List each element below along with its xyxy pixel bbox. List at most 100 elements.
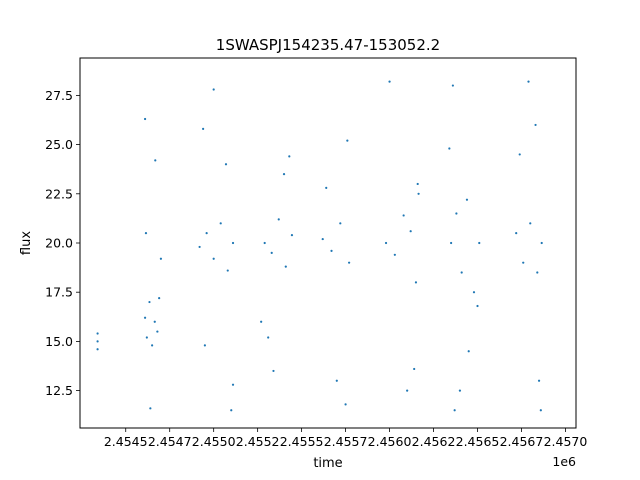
data-point <box>284 265 287 268</box>
data-point <box>226 269 229 272</box>
y-tick-label: 17.5 <box>45 285 73 300</box>
data-point <box>540 241 543 245</box>
data-point <box>346 139 349 142</box>
data-point <box>413 367 416 371</box>
data-point <box>416 182 419 186</box>
chart-title: 1SWASPJ154235.47-153052.2 <box>216 36 440 54</box>
y-tick-label: 12.5 <box>45 383 73 398</box>
x-tick-label: 2.4557 <box>324 434 368 449</box>
x-axis-label: time <box>313 456 342 471</box>
data-point <box>467 350 470 353</box>
data-point <box>212 88 215 91</box>
data-point <box>448 147 451 150</box>
data-point <box>453 409 456 412</box>
data-point <box>348 261 351 264</box>
data-point <box>224 163 228 166</box>
x-tick-label: 2.4570 <box>544 434 588 449</box>
data-point <box>460 271 463 274</box>
data-point <box>267 336 270 339</box>
data-point <box>263 241 266 245</box>
data-point <box>455 212 458 215</box>
data-point <box>156 330 159 333</box>
data-point <box>158 297 161 300</box>
data-point <box>143 117 147 121</box>
data-point <box>260 320 263 323</box>
data-point <box>154 159 157 162</box>
x-tick-label: 2.4562 <box>412 434 456 449</box>
data-point <box>149 407 152 410</box>
data-point <box>451 84 454 87</box>
data-point <box>277 218 280 221</box>
data-point <box>393 253 396 256</box>
data-point <box>272 369 275 373</box>
x-tick-label: 2.4565 <box>456 434 500 449</box>
data-point <box>159 257 163 260</box>
data-point <box>202 127 205 130</box>
x-tick-label: 2.4552 <box>236 434 280 449</box>
data-point <box>148 300 151 304</box>
x-tick-label: 2.4560 <box>368 434 412 449</box>
y-tick-label: 22.5 <box>45 186 73 201</box>
data-point <box>458 389 462 392</box>
x-axis-offset-label: 1e6 <box>552 454 576 469</box>
data-points <box>96 80 543 412</box>
data-point <box>406 389 409 392</box>
data-point <box>290 234 294 237</box>
data-point <box>198 245 201 249</box>
data-point <box>96 348 99 351</box>
data-point <box>231 383 235 386</box>
data-point <box>321 237 324 241</box>
data-point <box>335 379 338 382</box>
data-point <box>539 409 542 412</box>
data-point <box>330 249 333 252</box>
data-point <box>325 186 328 189</box>
y-tick-label: 25.0 <box>45 137 73 152</box>
data-point <box>402 214 405 217</box>
data-point <box>153 320 156 323</box>
y-tick-label: 15.0 <box>45 334 73 349</box>
data-point <box>212 257 215 260</box>
data-point <box>151 344 154 347</box>
data-point <box>515 232 518 235</box>
data-point <box>96 340 99 343</box>
y-tick-label: 27.5 <box>45 88 73 103</box>
data-point <box>205 232 208 235</box>
data-point <box>476 304 479 308</box>
data-point <box>529 222 532 225</box>
data-point <box>388 80 391 83</box>
data-point <box>536 271 539 274</box>
data-point <box>145 336 148 339</box>
data-point <box>527 80 530 83</box>
data-point <box>344 403 347 406</box>
data-point <box>144 232 148 235</box>
data-point <box>219 222 222 225</box>
data-point <box>414 281 418 284</box>
x-tick-label: 2.4545 <box>104 434 148 449</box>
y-axis-label: flux <box>19 231 34 255</box>
data-point <box>339 222 342 225</box>
data-point <box>522 261 525 264</box>
data-point <box>384 241 388 245</box>
x-tick-label: 2.4555 <box>280 434 324 449</box>
x-tick-label: 2.4550 <box>192 434 236 449</box>
data-point <box>288 155 291 158</box>
data-point <box>537 379 541 382</box>
data-point <box>465 198 469 201</box>
x-tick-label: 2.4567 <box>500 434 544 449</box>
data-point <box>534 123 537 127</box>
data-point <box>518 153 521 156</box>
data-point <box>478 241 481 245</box>
data-point <box>203 344 206 347</box>
data-point <box>143 316 147 319</box>
y-tick-label: 20.0 <box>45 236 73 251</box>
data-point <box>417 192 420 195</box>
data-point <box>282 173 286 176</box>
x-tick-label: 2.4547 <box>148 434 192 449</box>
data-point <box>230 409 233 412</box>
data-point <box>231 241 235 245</box>
y-axis-ticks: 12.5 15.0 17.5 20.0 22.5 25.0 27.5 <box>45 88 80 398</box>
data-point <box>409 230 412 233</box>
data-point <box>96 332 99 335</box>
